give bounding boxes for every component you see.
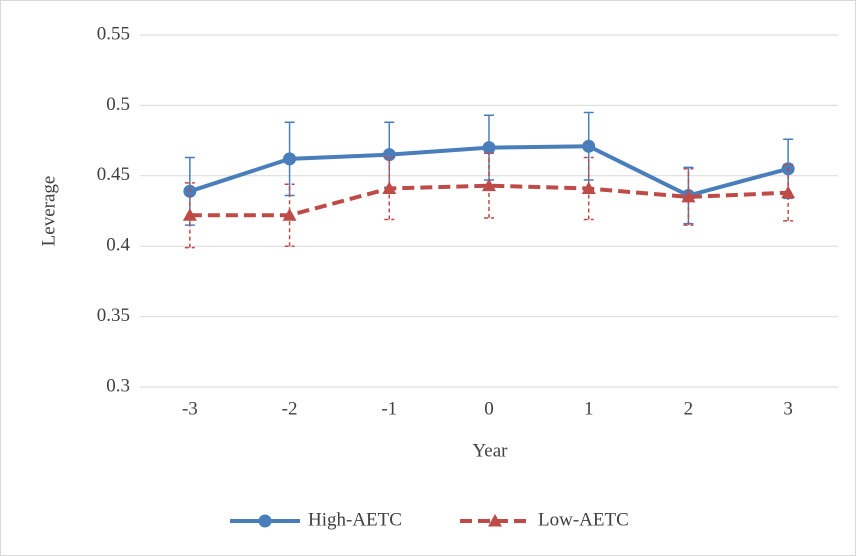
y-tick-label: 0.55 <box>97 23 130 44</box>
data-point <box>582 139 596 153</box>
x-tick-label: -1 <box>381 398 397 419</box>
legend-marker <box>258 514 272 528</box>
data-point <box>282 208 297 221</box>
x-tick-label: -3 <box>182 398 198 419</box>
y-tick-label: 0.3 <box>106 375 130 396</box>
data-point <box>681 189 696 203</box>
data-point <box>581 181 596 194</box>
data-point <box>781 185 796 199</box>
x-axis-label: Year <box>472 440 508 461</box>
y-axis-label: Leverage <box>38 176 59 247</box>
data-point <box>283 152 297 166</box>
error-bar <box>184 182 195 249</box>
data-point <box>482 178 496 192</box>
y-tick-label: 0.4 <box>106 235 130 256</box>
x-tick-label: 2 <box>684 398 694 419</box>
data-point <box>182 208 197 221</box>
x-tick-label: 1 <box>584 398 594 419</box>
legend-label: Low-AETC <box>538 509 629 530</box>
x-tick-label: -2 <box>282 398 298 419</box>
y-tick-label: 0.35 <box>97 305 130 326</box>
y-tick-label: 0.45 <box>97 164 130 185</box>
x-tick-label: 0 <box>484 398 494 419</box>
y-tick-label: 0.5 <box>106 94 130 115</box>
legend-label: High-AETC <box>308 509 402 530</box>
data-point <box>482 141 496 155</box>
data-point <box>382 181 397 194</box>
error-bar <box>484 152 494 219</box>
legend-marker <box>488 514 502 527</box>
x-tick-label: 3 <box>783 398 793 419</box>
data-point <box>382 148 396 162</box>
